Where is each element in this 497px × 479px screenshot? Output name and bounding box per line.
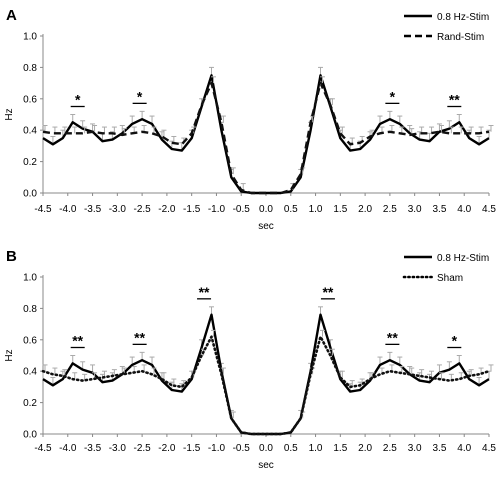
x-tick-label: 0.0	[259, 204, 273, 215]
x-tick-label: 0.5	[284, 443, 298, 454]
significance-marker: *	[137, 88, 143, 104]
x-tick-label: -0.5	[233, 443, 251, 454]
x-tick-label: 4.5	[482, 443, 496, 454]
y-tick-label: 0.8	[23, 63, 37, 74]
x-tick-label: -3.5	[84, 443, 102, 454]
x-tick-label: 2.5	[383, 204, 397, 215]
significance-marker: **	[72, 333, 83, 349]
x-tick-label: -1.0	[208, 204, 226, 215]
x-tick-label: -2.0	[158, 443, 176, 454]
x-tick-label: -3.0	[109, 204, 127, 215]
x-tick-label: 3.0	[408, 204, 422, 215]
x-tick-label: 2.5	[383, 443, 397, 454]
x-tick-label: -1.5	[183, 204, 201, 215]
x-tick-label: 1.5	[333, 204, 347, 215]
y-tick-label: 0.4	[23, 367, 37, 378]
x-tick-label: 3.5	[432, 204, 446, 215]
x-tick-label: 0.5	[284, 204, 298, 215]
y-tick-label: 0.2	[23, 398, 37, 409]
x-tick-label: -4.5	[34, 204, 52, 215]
legend-label: Rand-Stim	[437, 32, 484, 43]
significance-marker: *	[390, 88, 396, 104]
y-tick-label: 0.6	[23, 335, 37, 346]
x-tick-label: -0.5	[233, 204, 251, 215]
x-tick-label: 4.5	[482, 204, 496, 215]
x-tick-label: 2.0	[358, 204, 372, 215]
x-axis-title: sec	[258, 460, 274, 471]
significance-marker: **	[199, 284, 210, 300]
x-tick-label: 3.0	[408, 443, 422, 454]
x-tick-label: 3.5	[432, 443, 446, 454]
x-tick-label: -4.5	[34, 443, 52, 454]
panel-label: B	[6, 248, 17, 265]
y-tick-label: 0.6	[23, 94, 37, 105]
legend-label: 0.8 Hz-Stim	[437, 253, 489, 264]
y-tick-label: 0.4	[23, 126, 37, 137]
series-line-sham	[41, 335, 491, 436]
x-tick-label: 1.0	[309, 204, 323, 215]
x-tick-label: -2.5	[133, 204, 151, 215]
series-line-rand-stim	[42, 81, 490, 195]
x-tick-label: 1.5	[333, 443, 347, 454]
y-axis-title: Hz	[4, 349, 15, 361]
significance-marker: **	[449, 92, 460, 108]
legend-label: Sham	[437, 273, 463, 284]
significance-marker: *	[75, 92, 81, 108]
x-tick-label: 2.0	[358, 443, 372, 454]
x-tick-label: -2.5	[133, 443, 151, 454]
x-tick-label: -1.5	[183, 443, 201, 454]
x-tick-label: 1.0	[309, 443, 323, 454]
x-tick-label: 0.0	[259, 443, 273, 454]
y-tick-label: 0.0	[23, 189, 37, 200]
significance-marker: *	[452, 333, 458, 349]
y-tick-label: 1.0	[23, 273, 37, 284]
x-tick-label: -3.5	[84, 204, 102, 215]
y-tick-label: 1.0	[23, 32, 37, 43]
x-tick-label: 4.0	[457, 204, 471, 215]
chart-panel-b: B0.00.20.40.60.81.0-4.5 -4.0 -3.5 -3.0 -2.5-…	[4, 248, 496, 471]
x-tick-label: -3.0	[109, 443, 127, 454]
x-tick-label: -4.0	[59, 443, 77, 454]
y-tick-label: 0.0	[23, 430, 37, 441]
panel-label: A	[6, 7, 17, 24]
y-tick-label: 0.2	[23, 157, 37, 168]
x-tick-label: -4.0	[59, 204, 77, 215]
legend-label: 0.8 Hz-Stim	[437, 12, 489, 23]
x-tick-label: -2.0	[158, 204, 176, 215]
chart-panel-a: A0.00.20.40.60.81.0-4.5 -4.0 -3.5 -3.0 -2.5-…	[4, 7, 496, 232]
significance-marker: **	[134, 329, 145, 345]
y-tick-label: 0.8	[23, 304, 37, 315]
y-axis-title: Hz	[4, 108, 15, 120]
x-tick-label: 4.0	[457, 443, 471, 454]
significance-marker: **	[387, 329, 398, 345]
x-axis-title: sec	[258, 221, 274, 232]
x-tick-label: -1.0	[208, 443, 226, 454]
significance-marker: **	[322, 284, 333, 300]
